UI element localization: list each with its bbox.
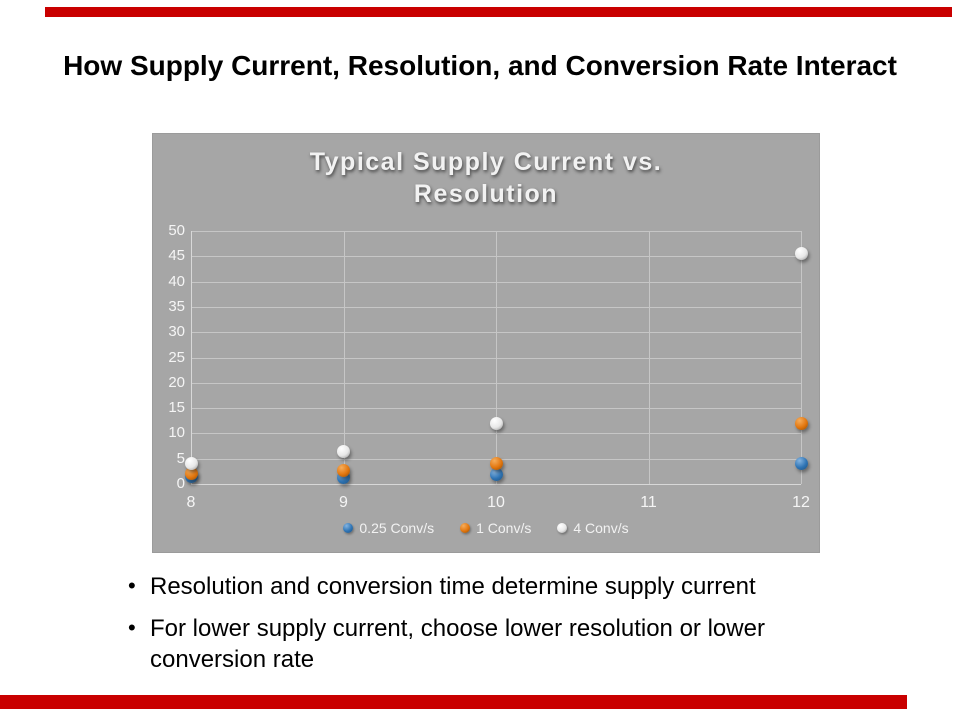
y-tick-label-0: 0 [176, 475, 185, 492]
y-tick-label-45: 45 [168, 247, 185, 265]
data-point-1-conv-s-x9 [337, 464, 350, 478]
y-tick-label-40: 40 [168, 272, 185, 290]
data-point-1-conv-s-x8 [184, 467, 198, 481]
x-tick-label-8: 8 [186, 494, 196, 511]
y-tick-label-50: 50 [168, 222, 185, 239]
legend-marker-icon [460, 523, 471, 533]
x-tick-label-12: 12 [792, 494, 810, 511]
bullet-item-1: Resolution and conversion time determine… [128, 570, 844, 602]
legend-marker-icon [557, 523, 568, 533]
y-tick-label-30: 30 [168, 323, 185, 341]
page-title: How Supply Current, Resolution, and Conv… [63, 50, 897, 81]
y-tick-label-25: 25 [168, 348, 185, 366]
y-tick-label-35: 35 [168, 297, 185, 315]
chart-title: Typical Supply Current vs. Resolution [153, 146, 819, 210]
y-tick-label-5: 5 [176, 449, 185, 467]
data-point-4-conv-s-x10 [489, 416, 503, 430]
bullet-list: Resolution and conversion time determine… [128, 570, 844, 686]
plot-area [184, 231, 808, 485]
data-point-1-conv-s-x10 [489, 457, 503, 471]
legend-item-4-conv-s: 4 Conv/s [557, 520, 629, 536]
data-point-4-conv-s-x9 [337, 444, 350, 458]
data-point-1-conv-s-x12 [794, 416, 808, 430]
bottom-accent-bar [0, 695, 907, 709]
y-tick-label-20: 20 [168, 373, 185, 391]
chart-title-line1: Typical Supply Current vs. [309, 148, 663, 176]
legend-label: 1 Conv/s [476, 520, 532, 536]
data-point-4-conv-s-x8 [184, 457, 198, 471]
gridline-x-12 [801, 231, 802, 484]
data-point-4-conv-s-x12 [794, 247, 808, 261]
gridline-x-9 [343, 231, 345, 484]
data-point-0-25-conv-s-x10 [489, 468, 503, 482]
gridline-y-0 [191, 484, 801, 485]
x-tick-label-11: 11 [640, 494, 657, 511]
gridline-x-8 [191, 231, 192, 484]
legend-marker-icon [343, 523, 354, 533]
bullet-item-2: For lower supply current, choose lower r… [128, 612, 844, 675]
y-tick-label-10: 10 [168, 424, 185, 442]
data-point-0-25-conv-s-x12 [794, 457, 808, 471]
gridline-x-11 [648, 231, 650, 484]
chart-legend: 0.25 Conv/s 1 Conv/s 4 Conv/s [153, 520, 819, 536]
legend-item-0-25-conv-s: 0.25 Conv/s [343, 520, 434, 536]
chart-area: Typical Supply Current vs. Resolution 0.… [152, 133, 820, 553]
x-tick-label-9: 9 [339, 494, 348, 511]
legend-item-1-conv-s: 1 Conv/s [460, 520, 531, 536]
chart-title-line2: Resolution [413, 180, 559, 208]
gridline-x-10 [496, 231, 497, 484]
top-accent-bar [45, 7, 952, 17]
y-tick-label-15: 15 [168, 399, 185, 417]
x-tick-label-10: 10 [487, 494, 505, 511]
legend-label: 0.25 Conv/s [359, 520, 435, 536]
legend-label: 4 Conv/s [573, 520, 629, 536]
